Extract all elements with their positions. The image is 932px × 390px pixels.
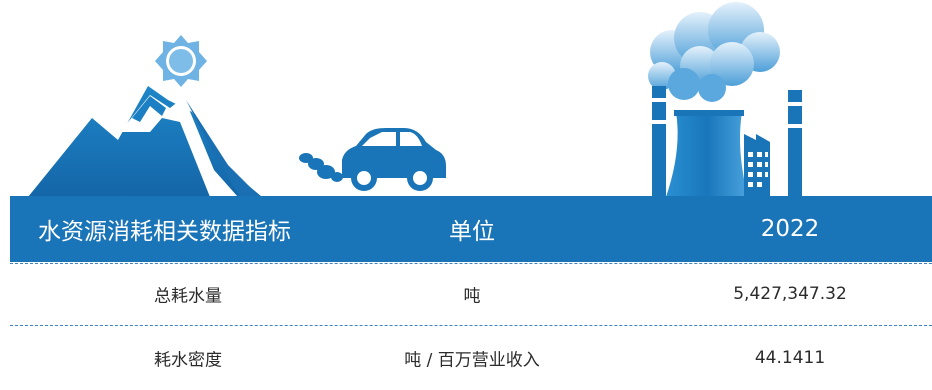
row-value: 5,427,347.32 bbox=[733, 284, 847, 304]
row-unit: 吨 / 百万营业收入 bbox=[404, 350, 540, 371]
smoke-cloud-icon bbox=[648, 2, 780, 102]
car-icon bbox=[342, 128, 446, 191]
factory-icon bbox=[652, 86, 802, 197]
row-indicator: 耗水密度 bbox=[154, 350, 222, 371]
row-divider bbox=[10, 263, 932, 264]
row-unit: 吨 bbox=[463, 286, 481, 307]
table-header: 水资源消耗相关数据指标 单位 2022 bbox=[10, 196, 932, 262]
row-indicator: 总耗水量 bbox=[154, 286, 222, 307]
header-indicator: 水资源消耗相关数据指标 bbox=[38, 219, 291, 245]
exhaust-smoke-icon bbox=[299, 153, 343, 182]
sun-icon bbox=[155, 35, 207, 87]
table-row: 总耗水量 吨 5,427,347.32 bbox=[10, 262, 932, 326]
environment-illustration bbox=[28, 2, 802, 197]
header-unit: 单位 bbox=[449, 219, 495, 245]
header-year: 2022 bbox=[760, 216, 820, 242]
mountain-icon bbox=[28, 86, 262, 197]
row-divider bbox=[10, 325, 932, 326]
row-value: 44.1411 bbox=[754, 348, 826, 368]
table-row: 耗水密度 吨 / 百万营业收入 44.1411 bbox=[10, 326, 932, 390]
